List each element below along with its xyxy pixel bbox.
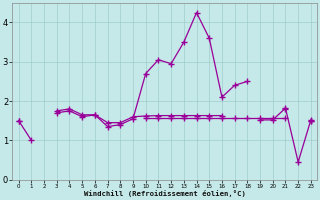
X-axis label: Windchill (Refroidissement éolien,°C): Windchill (Refroidissement éolien,°C) — [84, 190, 246, 197]
